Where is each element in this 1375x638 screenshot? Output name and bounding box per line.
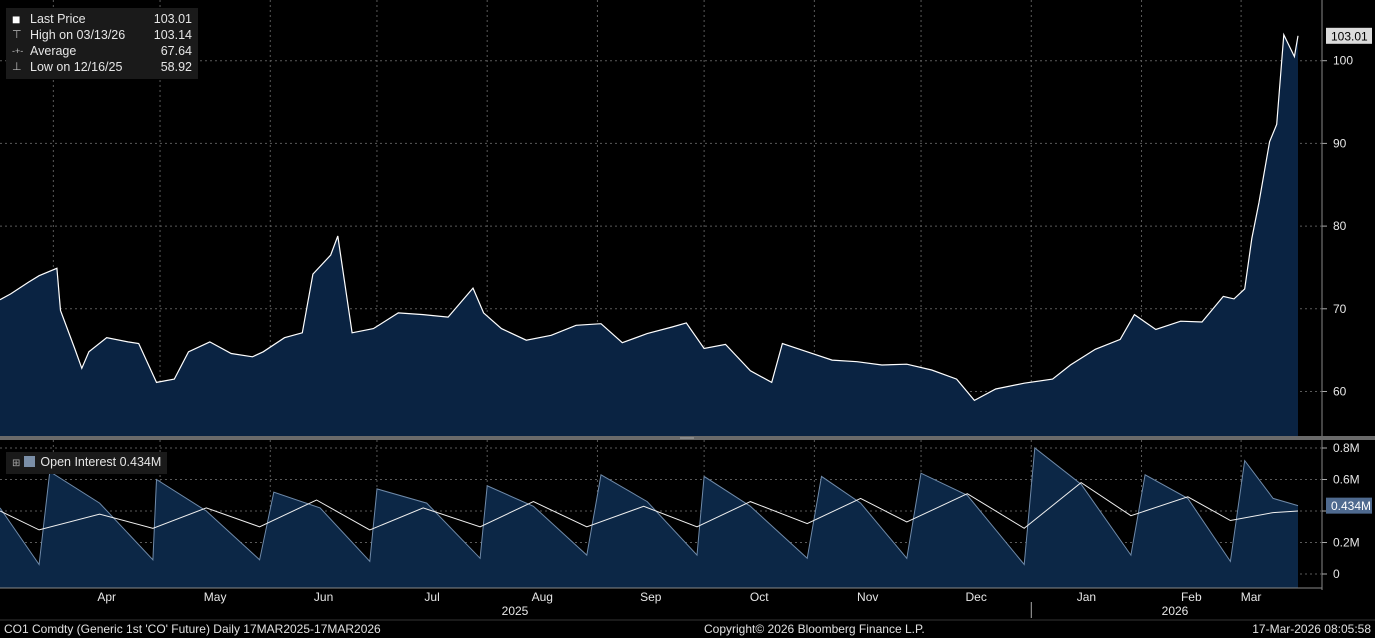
low-marker-icon: ⊥ <box>12 61 22 73</box>
price-area-fill <box>0 34 1298 436</box>
legend-row-average: -+- Average 67.64 <box>12 43 192 59</box>
x-tick-label-oct: Oct <box>750 590 769 604</box>
open-interest-area-fill <box>0 448 1298 588</box>
open-interest-legend: ⊞ Open Interest 0.434M <box>6 452 168 474</box>
legend-label: Average <box>30 44 77 58</box>
x-tick-label-jul: Jul <box>424 590 439 604</box>
x-tick-label-aug: Aug <box>532 590 553 604</box>
x-tick-label-nov: Nov <box>857 590 878 604</box>
legend-value: 58.92 <box>160 60 192 74</box>
footer-timestamp: 17-Mar-2026 08:05:58 <box>1252 622 1371 636</box>
oi-value-tag-label: 0.434M <box>1331 499 1371 513</box>
year-label-2026: 2026 <box>1162 604 1189 618</box>
x-tick-label-sep: Sep <box>640 590 662 604</box>
last-price-tag <box>1326 27 1372 44</box>
legend-row-low: ⊥ Low on 12/16/25 58.92 <box>12 59 192 75</box>
oi-tick-label: 0.8M <box>1333 441 1360 455</box>
legend-value: 103.01 <box>153 12 192 26</box>
oi-tick-label: 0 <box>1333 567 1340 581</box>
price-tick-label: 60 <box>1333 385 1347 399</box>
oi-value-tag <box>1326 497 1372 514</box>
legend-value: 67.64 <box>160 44 192 58</box>
legend-label: Last Price <box>30 12 86 26</box>
x-tick-label-feb: Feb <box>1181 590 1202 604</box>
price-tick-label: 100 <box>1333 54 1353 68</box>
last-price-tag-label: 103.01 <box>1331 29 1368 43</box>
price-tick-label: 90 <box>1333 136 1347 150</box>
price-series-line <box>0 32 1299 402</box>
x-tick-label-dec: Dec <box>965 590 986 604</box>
footer-security-description: CO1 Comdty (Generic 1st 'CO' Future) Dai… <box>4 622 381 636</box>
legend-label: High on 03/13/26 <box>30 28 126 42</box>
legend-value: 103.14 <box>153 28 192 42</box>
x-tick-label-apr: Apr <box>97 590 116 604</box>
footer-copyright: Copyright© 2026 Bloomberg Finance L.P. <box>704 622 925 636</box>
oi-tick-label: 0.2M <box>1333 536 1360 550</box>
price-legend: ■ Last Price 103.01 ⊤ High on 03/13/26 1… <box>6 8 198 79</box>
x-tick-label-jan: Jan <box>1077 590 1096 604</box>
last-price-marker-icon: ■ <box>12 11 21 27</box>
price-tick-label: 80 <box>1333 219 1347 233</box>
legend-label: Low on 12/16/25 <box>30 60 123 74</box>
expand-icon[interactable]: ⊞ <box>12 458 21 469</box>
x-tick-label-jun: Jun <box>314 590 333 604</box>
open-interest-outline <box>0 447 1299 566</box>
high-marker-icon: ⊤ <box>12 29 22 41</box>
x-tick-label-may: May <box>204 590 227 604</box>
open-interest-label: Open Interest 0.434M <box>40 455 162 469</box>
price-tick-label: 70 <box>1333 302 1347 316</box>
legend-row-last-price: ■ Last Price 103.01 <box>12 11 192 27</box>
year-label-2025: 2025 <box>502 604 529 618</box>
open-interest-secondary-line <box>0 481 1299 531</box>
average-marker-icon: -+- <box>12 46 24 56</box>
legend-row-high: ⊤ High on 03/13/26 103.14 <box>12 27 192 43</box>
oi-tick-label: 0.6M <box>1333 473 1360 487</box>
open-interest-swatch-icon <box>24 456 36 467</box>
x-tick-label-mar: Mar <box>1241 590 1262 604</box>
